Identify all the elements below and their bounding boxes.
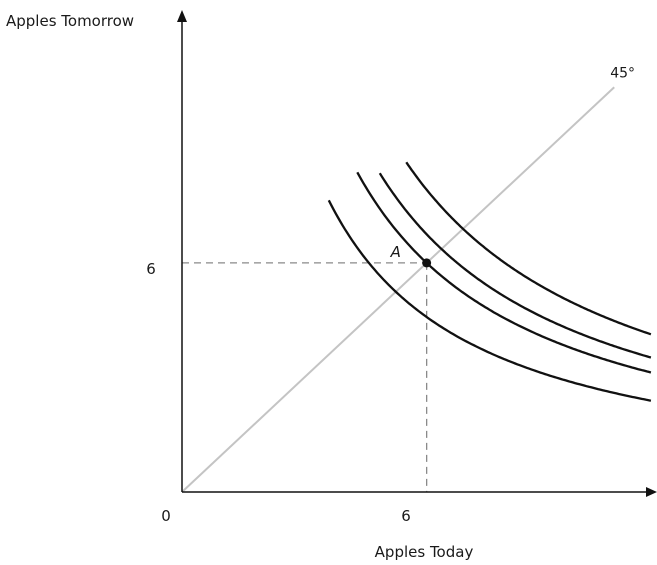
x-axis-arrow (646, 487, 657, 497)
origin-label: 0 (161, 507, 171, 525)
indifference-curve-1 (327, 199, 652, 402)
point-a-marker (422, 258, 432, 268)
x-axis-title: Apples Today (375, 543, 474, 561)
x-tick-label: 6 (401, 507, 411, 525)
indifference-curve-3 (378, 172, 652, 359)
y-tick-label: 6 (146, 260, 156, 278)
diagonal-45-label: 45° (610, 65, 635, 81)
indifference-curve-4 (405, 161, 652, 336)
point-a-label: A (390, 243, 401, 261)
y-axis-title: Apples Tomorrow (6, 12, 134, 30)
y-axis-arrow (177, 10, 187, 22)
diagonal-45-line (181, 86, 615, 493)
indifference-curve-2 (356, 171, 652, 374)
